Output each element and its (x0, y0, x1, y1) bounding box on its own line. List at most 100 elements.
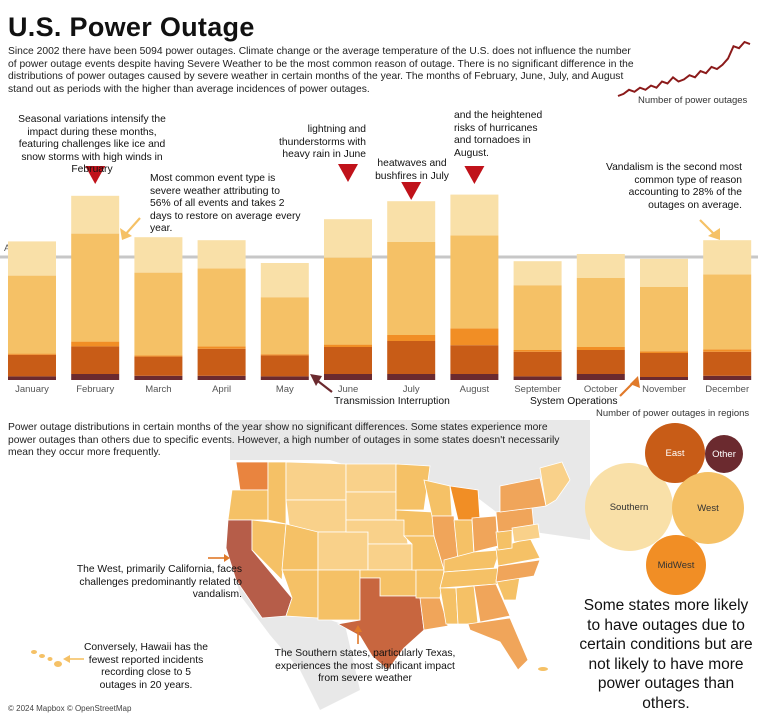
annotation-transmission: Transmission Interruption (334, 396, 450, 407)
bar-segment-s2[interactable] (260, 355, 309, 377)
bar-february[interactable] (71, 195, 120, 380)
bar-segment-s3[interactable] (387, 335, 436, 341)
bar-segment-s4[interactable] (134, 272, 183, 356)
intro-paragraph: Since 2002 there have been 5094 power ou… (8, 46, 634, 95)
bar-segment-base[interactable] (8, 376, 56, 380)
bar-segment-s2[interactable] (640, 353, 688, 377)
bar-segment-base[interactable] (71, 374, 120, 380)
bar-segment-s4[interactable] (450, 235, 499, 329)
bar-segment-s3[interactable] (324, 344, 372, 347)
bar-segment-s4[interactable] (387, 242, 436, 335)
sparkline-chart (614, 40, 754, 102)
bar-segment-s3[interactable] (640, 351, 688, 353)
south-arrowhead (354, 625, 362, 632)
bar-segment-base[interactable] (260, 376, 309, 380)
bar-segment-s5[interactable] (640, 258, 688, 287)
bar-segment-s4[interactable] (640, 287, 688, 352)
bar-segment-s4[interactable] (324, 257, 372, 345)
map-description: Power outage distributions in certain mo… (8, 422, 560, 459)
bar-segment-base[interactable] (387, 374, 436, 380)
bar-segment-s2[interactable] (513, 351, 562, 377)
state-hawaii (31, 650, 62, 667)
bubble-label-east: East (665, 448, 684, 459)
bar-august[interactable] (450, 194, 499, 380)
bar-segment-s3[interactable] (513, 350, 562, 352)
bar-segment-s4[interactable] (71, 233, 120, 342)
bubble-other (705, 435, 743, 473)
bar-chart-svg: AverageJanuaryFebruaryMarchAprilMayJuneJ… (0, 164, 758, 397)
bar-april[interactable] (197, 240, 246, 380)
map-attribution[interactable]: © 2024 Mapbox © OpenStreetMap (8, 704, 132, 713)
bar-segment-s4[interactable] (703, 274, 752, 350)
bar-segment-s4[interactable] (8, 275, 56, 354)
month-label: October (584, 384, 618, 395)
bar-november[interactable] (640, 258, 688, 380)
month-label: September (514, 384, 560, 395)
arrowhead (310, 374, 322, 386)
state-new-england (539, 461, 571, 507)
region-bubble-chart: East Other Southern West MidWest (585, 423, 744, 595)
bar-june[interactable] (324, 219, 372, 380)
bar-may[interactable] (260, 263, 309, 380)
state-wisconsin (423, 479, 453, 517)
state-south-dakota (345, 491, 397, 521)
state-layer[interactable] (225, 461, 571, 671)
bar-segment-s3[interactable] (703, 349, 752, 352)
bar-segment-s5[interactable] (197, 240, 246, 269)
bar-segment-base[interactable] (513, 376, 562, 380)
map-svg (31, 420, 590, 710)
state-montana (285, 461, 347, 501)
state-louisiana (419, 597, 449, 631)
bar-segment-s4[interactable] (197, 268, 246, 347)
bar-segment-s4[interactable] (260, 297, 309, 355)
bar-segment-s2[interactable] (8, 354, 56, 377)
bar-segment-s5[interactable] (387, 201, 436, 242)
bar-july[interactable] (387, 201, 436, 380)
bar-segment-base[interactable] (134, 375, 183, 380)
bar-segment-s5[interactable] (450, 194, 499, 236)
bar-segment-s3[interactable] (8, 353, 56, 355)
bar-segment-s2[interactable] (71, 346, 120, 374)
bar-segment-s5[interactable] (8, 241, 56, 276)
us-outage-map[interactable]: The West, primarily California, faces ch… (0, 420, 590, 720)
bar-segment-base[interactable] (450, 374, 499, 380)
bar-september[interactable] (513, 261, 562, 380)
bar-segment-s5[interactable] (134, 237, 183, 273)
bar-segment-s2[interactable] (134, 356, 183, 376)
bar-segment-s3[interactable] (197, 346, 246, 349)
month-label: April (212, 384, 231, 395)
monthly-bar-chart: AverageJanuaryFebruaryMarchAprilMayJuneJ… (0, 100, 758, 410)
bar-segment-s2[interactable] (576, 350, 625, 374)
bar-segment-s2[interactable] (387, 341, 436, 374)
bar-segment-s3[interactable] (450, 328, 499, 346)
bar-segment-s2[interactable] (450, 345, 499, 374)
bar-segment-s5[interactable] (576, 254, 625, 278)
bar-october[interactable] (576, 254, 625, 380)
bar-segment-s5[interactable] (703, 240, 752, 275)
state-washington (235, 461, 269, 491)
bar-segment-s5[interactable] (71, 195, 120, 234)
bar-segment-s3[interactable] (260, 354, 309, 356)
arrowhead (708, 228, 720, 240)
bar-december[interactable] (703, 240, 752, 380)
bar-segment-base[interactable] (324, 374, 372, 380)
bar-segment-s5[interactable] (260, 263, 309, 298)
bar-segment-s3[interactable] (576, 347, 625, 350)
bar-january[interactable] (8, 241, 56, 380)
bar-segment-base[interactable] (576, 374, 625, 380)
bar-segment-s2[interactable] (197, 348, 246, 376)
bar-segment-s5[interactable] (324, 219, 372, 258)
bar-segment-s4[interactable] (576, 278, 625, 347)
bar-segment-s3[interactable] (134, 355, 183, 357)
bar-segment-base[interactable] (640, 377, 688, 380)
bar-march[interactable] (134, 237, 183, 380)
bar-segment-s5[interactable] (513, 261, 562, 286)
bar-segment-s2[interactable] (324, 347, 372, 374)
highlight-marker (85, 166, 106, 184)
bubble-midwest (646, 535, 706, 595)
bar-segment-base[interactable] (703, 375, 752, 380)
bar-segment-s2[interactable] (703, 351, 752, 376)
bar-segment-s4[interactable] (513, 285, 562, 350)
bar-segment-s3[interactable] (71, 341, 120, 347)
bar-segment-base[interactable] (197, 375, 246, 380)
